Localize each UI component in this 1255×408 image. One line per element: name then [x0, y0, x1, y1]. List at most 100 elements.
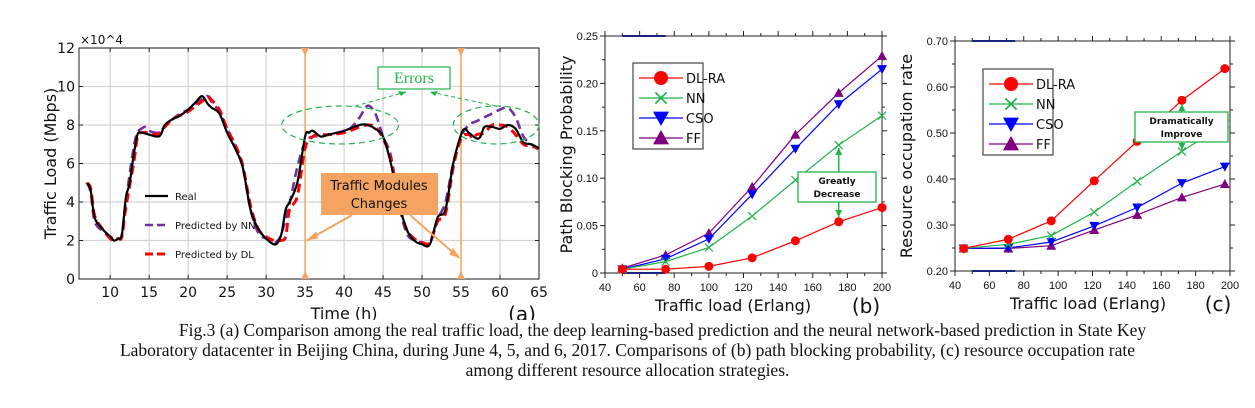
legend-swatch-marker: [654, 71, 668, 85]
data-point-nn-stroke: [1132, 176, 1142, 186]
legend-label: CSO: [686, 112, 714, 127]
data-point-dl-ra: [959, 243, 969, 253]
data-point-cso: [1219, 162, 1230, 172]
y-tick-label: 6: [66, 157, 75, 173]
data-point-dl-ra: [1046, 216, 1056, 226]
x-tick-label: 20: [179, 285, 197, 301]
annotation-box: [797, 171, 877, 203]
data-point-dl-ra: [1003, 234, 1013, 244]
data-point-dl-ra: [661, 264, 671, 274]
annotation-arrowhead-down: [835, 210, 843, 217]
data-point-nn: [877, 111, 887, 121]
data-point-nn: [1132, 176, 1142, 186]
legend-swatch-marker: [1003, 117, 1020, 132]
x-tick-label: 55: [452, 285, 470, 301]
data-point-ff: [1176, 192, 1187, 202]
improvement-annotation: Greatly Decrease: [797, 148, 877, 217]
data-point-cso: [1176, 179, 1187, 189]
module-change-marker-bottom: [301, 271, 310, 279]
errors-label: Errors: [394, 70, 434, 87]
y-tick-label: 0: [66, 272, 75, 288]
data-point-nn-stroke: [1046, 231, 1056, 241]
legend-swatch-marker: [653, 111, 670, 126]
data-point-dl-ra: [1089, 176, 1099, 186]
module-change-marker-top: [301, 48, 310, 56]
x-tick-label: 50: [413, 285, 431, 301]
annotation-arrowhead-down: [1178, 143, 1186, 150]
x-tick-label: 180: [1186, 280, 1204, 292]
data-point-nn: [661, 257, 671, 267]
legend-label: NN: [686, 92, 705, 107]
x-tick-label: 30: [257, 285, 275, 301]
x-tick-label: 40: [599, 282, 611, 294]
series-line-real: [85, 95, 540, 248]
data-point-dl-ra: [834, 217, 844, 227]
legend-swatch-marker-stroke: [654, 91, 668, 105]
legend-label: DL-RA: [1036, 78, 1075, 93]
caption-line-1: Fig.3 (a) Comparison among the real traf…: [178, 320, 1147, 340]
data-point-nn: [747, 211, 757, 221]
y-tick-label: 2: [66, 234, 75, 250]
panel-label: (c): [1205, 292, 1232, 316]
errors-pointer-line: [355, 91, 407, 107]
legend-swatch-marker: [653, 130, 670, 145]
module-change-marker-top: [457, 48, 466, 56]
y-tick-label: 0.30: [927, 220, 948, 232]
panel-label: (a): [508, 302, 536, 320]
series-line-predicted-by-dl: [85, 94, 540, 246]
data-point-cso: [790, 144, 801, 154]
legend: DL-RA NN CSO FF: [982, 68, 1075, 156]
legend-label: Predicted by DL: [175, 250, 254, 261]
annotation-arrowhead-up: [835, 148, 843, 155]
x-tick-label: 45: [374, 285, 392, 301]
legend-label: DL-RA: [686, 72, 725, 87]
errors-label-box: [377, 66, 451, 90]
y-tick-label: 8: [66, 118, 75, 134]
y-tick-label: 0.70: [927, 36, 948, 48]
errors-pointer-arrow: [430, 91, 438, 96]
x-tick-label: 60: [983, 280, 995, 292]
annotation-arrowhead-up: [1178, 104, 1186, 111]
figure-caption: Fig.3 (a) Comparison among the real traf…: [0, 320, 1255, 380]
annotation-line-1: Traffic Modules: [329, 179, 427, 194]
data-point-cso: [660, 254, 671, 264]
data-point-nn-stroke: [834, 140, 844, 150]
y-multiplier-label: ×10^4: [80, 33, 123, 47]
legend-box: [982, 68, 1054, 156]
x-tick-label: 15: [140, 285, 158, 301]
data-point-nn: [1177, 146, 1187, 156]
legend-label: Predicted by NN: [175, 221, 256, 232]
data-point-dl-ra: [790, 236, 800, 246]
data-point-dl-ra: [877, 203, 887, 213]
data-point-cso: [747, 190, 758, 200]
series-line-ff: [963, 183, 1226, 250]
data-point-nn-stroke: [704, 242, 714, 252]
panel-b-blocking-probability-chart: 40 60 80 100 120 140 160 180 200 0 0.05 0.10 0.15 0.2…: [557, 31, 891, 318]
legend-label: Real: [175, 192, 197, 203]
data-point-nn: [834, 140, 844, 150]
x-tick-label: 40: [949, 280, 961, 292]
annotation-arrow-right: [409, 214, 460, 259]
data-point-nn: [704, 242, 714, 252]
data-point-cso: [833, 100, 844, 110]
legend-swatch-marker: [654, 91, 668, 105]
y-axis-label: Path Blocking Probability: [557, 56, 576, 254]
x-tick-label: 60: [634, 282, 646, 294]
annotation-line-1: Dramatically: [1149, 117, 1213, 127]
x-tick-label: 10: [101, 285, 119, 301]
panel-c-resource-occupation-chart: 40 60 80 100 120 140 160 180 200 0.20 0.30 0.40 0.50…: [897, 36, 1239, 316]
x-tick-label: 140: [1118, 280, 1136, 292]
data-point-ff: [833, 87, 844, 97]
data-point-ff: [747, 181, 758, 191]
x-tick-label: 140: [769, 282, 787, 294]
data-point-nn-stroke: [1177, 146, 1187, 156]
traffic-modules-changes-annotation: Traffic Modules Changes: [306, 173, 461, 259]
x-tick-label: 120: [734, 282, 752, 294]
data-point-dl-ra: [1220, 64, 1230, 74]
data-point-dl-ra: [617, 264, 627, 274]
annotation-line-2: Changes: [351, 197, 408, 212]
legend-label: FF: [686, 132, 701, 147]
x-axis-label: Traffic load (Erlang): [1009, 294, 1166, 313]
data-point-cso: [1089, 221, 1100, 231]
x-tick-label: 40: [335, 285, 353, 301]
